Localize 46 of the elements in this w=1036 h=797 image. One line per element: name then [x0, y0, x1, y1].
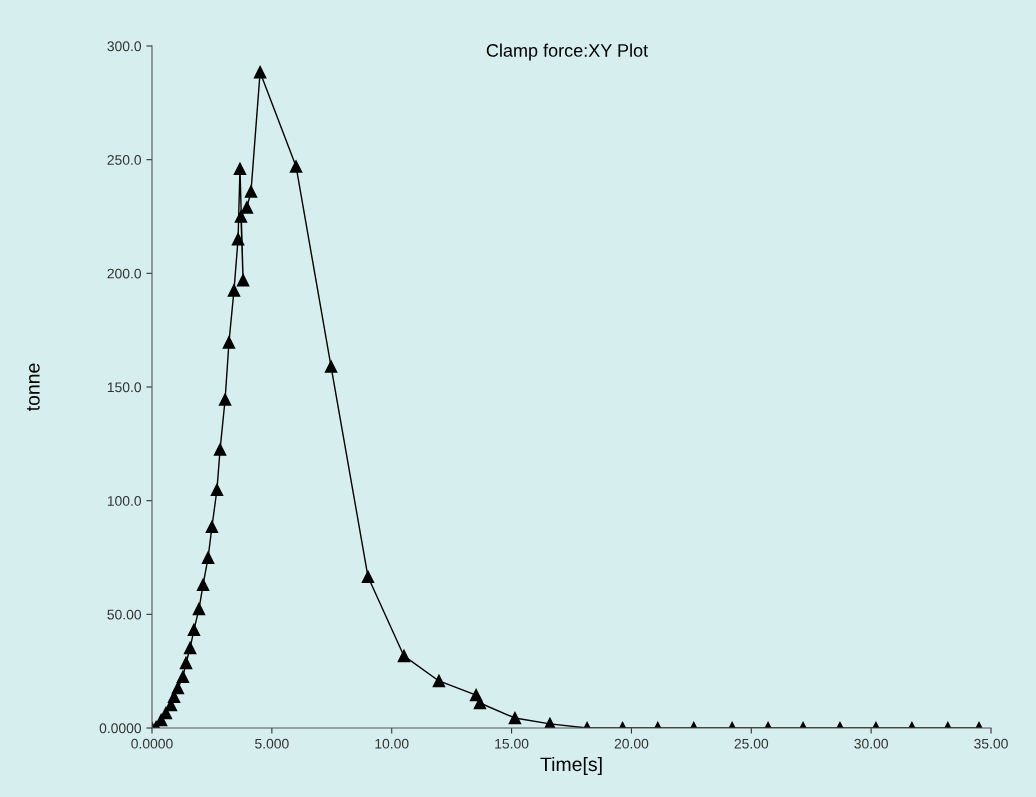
y-tick-label: 150.0: [107, 382, 142, 393]
x-axis-title: Time[s]: [540, 756, 602, 776]
point: [234, 210, 248, 223]
point: [210, 483, 224, 497]
y-tick-label: 200.0: [107, 268, 142, 279]
x-tick-label: 30.00: [854, 738, 888, 749]
point: [213, 443, 227, 456]
x-tick-label: 20.00: [614, 738, 649, 749]
point: [196, 578, 210, 592]
point: [187, 623, 201, 637]
point: [324, 360, 338, 373]
point: [240, 201, 254, 214]
x-tick-label: 35.00: [974, 738, 1008, 749]
point: [397, 649, 411, 663]
y-tick-label: 250.0: [107, 155, 142, 165]
point: [218, 393, 232, 406]
point: [236, 273, 250, 287]
point: [227, 284, 241, 297]
x-tick-label: 5.000: [255, 738, 289, 749]
point: [231, 232, 245, 246]
x-tick-label: 0.0000: [131, 738, 173, 749]
point: [508, 711, 522, 725]
point: [192, 602, 206, 616]
point: [432, 674, 446, 688]
x-tick-label: 25.00: [734, 738, 769, 749]
point: [183, 641, 197, 655]
y-tick-label: 300.0: [107, 41, 142, 52]
x-tick-label: 10.00: [375, 738, 409, 749]
point: [289, 160, 303, 173]
y-tick-label: 0.0000: [99, 723, 142, 734]
x-tick-label: 15.00: [495, 738, 529, 749]
chart-title: Clamp force:XY Plot: [486, 43, 648, 61]
y-tick-label: 100.0: [107, 496, 142, 506]
point: [179, 656, 193, 670]
point: [205, 520, 219, 534]
y-axis-title: tonne: [26, 363, 40, 412]
point: [253, 65, 267, 79]
point: [244, 185, 258, 198]
point: [171, 681, 185, 695]
y-tick-label: 50.00: [107, 609, 142, 620]
point: [201, 551, 215, 564]
point: [233, 162, 247, 176]
point: [361, 570, 375, 584]
point: [176, 670, 190, 684]
point: [222, 336, 236, 349]
point: [473, 696, 487, 710]
